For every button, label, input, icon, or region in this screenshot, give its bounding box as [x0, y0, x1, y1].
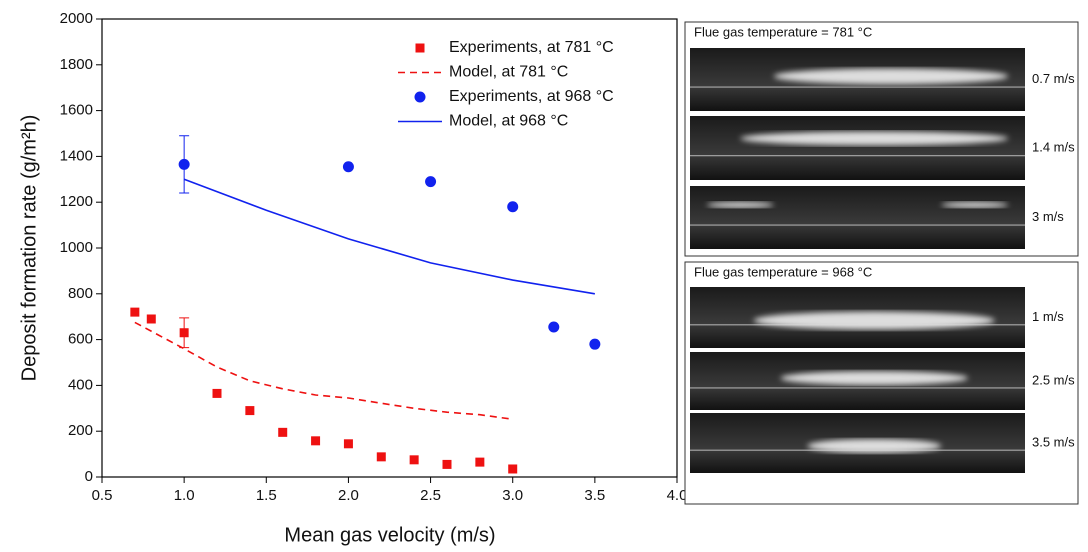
speed-label: 2.5 m/s: [1032, 372, 1075, 387]
data-point: [589, 338, 601, 350]
y-tick-label: 0: [85, 468, 93, 485]
speed-label: 3.5 m/s: [1032, 434, 1075, 449]
deposit: [706, 201, 774, 208]
y-tick-label: 400: [68, 376, 93, 393]
model-line: [134, 321, 513, 421]
data-point: [442, 459, 452, 469]
legend-marker: [414, 91, 426, 103]
x-tick-label: 3.0: [502, 487, 523, 504]
data-point: [376, 452, 386, 462]
x-tick-label: 0.5: [92, 487, 113, 504]
legend-label: Experiments, at 968 °C: [449, 88, 614, 105]
deposit: [740, 131, 1009, 146]
x-tick-label: 2.5: [420, 487, 441, 504]
y-tick-label: 1600: [60, 102, 93, 119]
photo: [690, 186, 1025, 249]
legend-label: Experiments, at 781 °C: [449, 39, 614, 56]
data-point: [146, 314, 156, 324]
data-point: [212, 388, 222, 398]
data-point: [425, 176, 437, 188]
data-point: [245, 406, 255, 416]
data-point: [508, 464, 518, 474]
y-tick-label: 1200: [60, 193, 93, 210]
deposit: [773, 68, 1009, 85]
x-tick-label: 3.5: [584, 487, 605, 504]
y-tick-label: 1000: [60, 239, 93, 256]
model-line: [183, 178, 595, 295]
panel-title: Flue gas temperature = 781 °C: [694, 24, 872, 39]
data-point: [409, 455, 419, 465]
deposit: [780, 371, 969, 386]
legend-marker: [415, 43, 425, 53]
legend-label: Model, at 968 °C: [449, 113, 568, 130]
data-point: [507, 201, 519, 213]
y-tick-label: 200: [68, 422, 93, 439]
data-point: [178, 158, 190, 170]
speed-label: 1.4 m/s: [1032, 139, 1075, 154]
y-tick-label: 1800: [60, 56, 93, 73]
speed-label: 1 m/s: [1032, 309, 1064, 324]
panel-title: Flue gas temperature = 968 °C: [694, 264, 872, 279]
deposit: [753, 311, 995, 330]
x-tick-label: 4.0: [667, 487, 688, 504]
data-point: [278, 427, 288, 437]
x-tick-label: 2.0: [338, 487, 359, 504]
data-point: [548, 321, 560, 333]
deposit: [807, 439, 942, 453]
data-point: [343, 439, 353, 449]
speed-label: 3 m/s: [1032, 209, 1064, 224]
y-tick-label: 600: [68, 331, 93, 348]
x-tick-label: 1.5: [256, 487, 277, 504]
y-axis-title: Deposit formation rate (g/m²h): [18, 115, 40, 382]
photo: [690, 116, 1025, 180]
data-point: [311, 436, 321, 446]
y-tick-label: 2000: [60, 10, 93, 27]
y-tick-label: 1400: [60, 147, 93, 164]
deposit: [941, 201, 1009, 208]
x-axis-title: Mean gas velocity (m/s): [284, 524, 495, 546]
data-point: [342, 161, 354, 173]
data-point: [130, 307, 140, 317]
y-tick-label: 800: [68, 285, 93, 302]
legend-label: Model, at 781 °C: [449, 64, 568, 81]
data-point: [179, 328, 189, 338]
speed-label: 0.7 m/s: [1032, 71, 1075, 86]
data-point: [475, 457, 485, 467]
x-tick-label: 1.0: [174, 487, 195, 504]
